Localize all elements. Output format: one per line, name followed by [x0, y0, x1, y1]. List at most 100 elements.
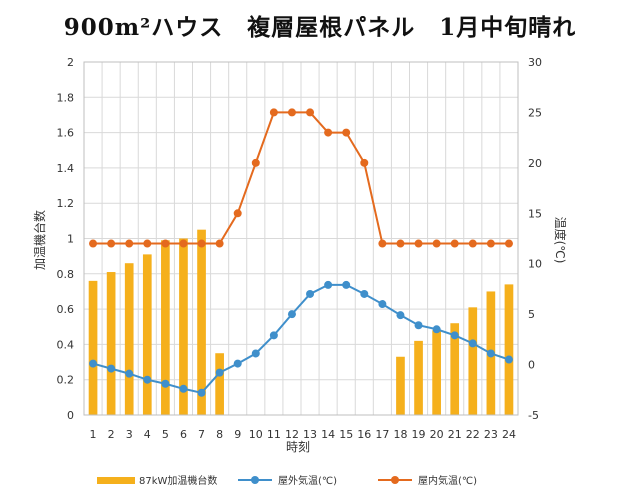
indoor-temperature-point: [342, 128, 351, 137]
bar: [215, 353, 224, 415]
outdoor-temperature-point: [468, 339, 477, 348]
legend-swatch-outdoor-marker: [251, 476, 259, 484]
y-tick-label-left: 0.4: [57, 338, 75, 351]
indoor-temperature-point: [324, 128, 333, 137]
x-tick-label: 21: [448, 428, 462, 441]
indoor-temperature-point: [233, 209, 242, 218]
outdoor-temperature-point: [432, 325, 441, 334]
plot-area-border: [83, 61, 519, 416]
indoor-temperature-point: [143, 239, 152, 248]
x-tick-label: 20: [430, 428, 444, 441]
indoor-temperature-point: [251, 158, 260, 167]
indoor-temperature-point: [125, 239, 134, 248]
y-tick-label-left: 1.4: [57, 162, 75, 175]
y-tick-label-left: 0.8: [57, 268, 75, 281]
outdoor-temperature-point: [233, 359, 242, 368]
x-tick-label: 12: [285, 428, 299, 441]
outdoor-temperature-point: [450, 331, 459, 340]
x-tick-label: 9: [234, 428, 241, 441]
x-tick-label: 3: [126, 428, 133, 441]
outdoor-temperature-point: [179, 384, 188, 393]
legend-label-indoor: 屋内気温(℃): [418, 474, 477, 487]
x-tick-label: 1: [90, 428, 97, 441]
axes: [83, 61, 519, 416]
y-axis-label-left: 加温機台数: [32, 210, 47, 270]
x-tick-label: 24: [502, 428, 516, 441]
x-axis-label: 時刻: [286, 440, 310, 454]
indoor-temperature-point: [179, 239, 188, 248]
outdoor-temperature-point: [414, 321, 423, 330]
outdoor-temperature-point: [360, 289, 369, 298]
x-tick-label: 10: [249, 428, 263, 441]
x-tick-label: 18: [393, 428, 407, 441]
y-tick-label-right: 15: [528, 207, 542, 220]
outdoor-temperature-point: [125, 369, 134, 378]
indoor-temperature-point: [414, 239, 423, 248]
outdoor-temperature-point: [143, 375, 152, 384]
legend: 87kW加温機台数 屋外気温(℃) 屋内気温(℃): [97, 474, 477, 487]
outdoor-temperature-point: [396, 311, 405, 320]
y-tick-label-left: 1: [67, 233, 74, 246]
indoor-temperature-point: [215, 239, 224, 248]
indoor-temperature-point: [197, 239, 206, 248]
x-tick-label: 5: [162, 428, 169, 441]
x-tick-label: 17: [375, 428, 389, 441]
outdoor-temperature-point: [324, 280, 333, 289]
outdoor-temperature-point: [215, 368, 224, 377]
y-tick-label-left: 0: [67, 409, 74, 422]
y-tick-label-left: 2: [67, 56, 74, 69]
outdoor-temperature-point: [504, 355, 513, 364]
bar: [197, 229, 206, 415]
outdoor-temperature-point: [287, 310, 296, 319]
indoor-temperature-point: [450, 239, 459, 248]
indoor-temperature-point: [269, 108, 278, 117]
grid-lines: [83, 61, 519, 416]
x-tick-label: 16: [357, 428, 371, 441]
indoor-temperature-point: [287, 108, 296, 117]
x-tick-label: 22: [466, 428, 480, 441]
chart-title: 900m²ハウス 複層屋根パネル 1月中旬晴れ: [63, 14, 577, 41]
indoor-temperature-point: [306, 108, 315, 117]
y-tick-label-right: 0: [528, 359, 535, 372]
y-tick-label-left: 1.2: [57, 197, 75, 210]
outdoor-temperature-point: [269, 331, 278, 340]
outdoor-temperature-point: [378, 300, 387, 309]
bar: [88, 280, 98, 415]
y-tick-label-right: 25: [528, 106, 542, 119]
outdoor-temperature-point: [251, 349, 260, 358]
indoor-temperature-point: [378, 239, 387, 248]
y-tick-label-left: 0.2: [57, 374, 75, 387]
y-tick-label-right: -5: [528, 409, 539, 422]
tick-labels: 00.20.40.60.811.21.41.61.82-505101520253…: [57, 56, 543, 441]
y-tick-label-left: 0.6: [57, 303, 75, 316]
y-tick-label-right: 5: [528, 308, 535, 321]
outdoor-temperature-point: [107, 364, 116, 373]
bar: [179, 238, 188, 415]
x-tick-label: 11: [267, 428, 281, 441]
bar: [106, 272, 116, 415]
indoor-temperature-point: [360, 158, 369, 167]
bar: [450, 323, 460, 415]
indoor-temperature-point: [396, 239, 405, 248]
y-axis-label-right: 温度(℃): [553, 217, 568, 264]
legend-label-bars: 87kW加温機台数: [139, 474, 217, 487]
x-tick-label: 23: [484, 428, 498, 441]
x-tick-label: 13: [303, 428, 317, 441]
line-series: [89, 108, 513, 397]
y-tick-label-left: 1.8: [57, 91, 75, 104]
outdoor-temperature-point: [306, 289, 315, 298]
y-tick-label-right: 20: [528, 157, 542, 170]
indoor-temperature-point: [107, 239, 116, 248]
legend-swatch-indoor-marker: [391, 476, 399, 484]
indoor-temperature-point: [504, 239, 513, 248]
indoor-temperature-point: [486, 239, 495, 248]
indoor-temperature-point: [432, 239, 441, 248]
bar: [142, 254, 152, 415]
x-tick-label: 19: [412, 428, 426, 441]
bar: [396, 356, 405, 415]
bar: [414, 340, 423, 415]
bar: [432, 330, 441, 415]
x-tick-label: 14: [321, 428, 335, 441]
x-tick-label: 8: [216, 428, 223, 441]
x-tick-label: 15: [339, 428, 353, 441]
